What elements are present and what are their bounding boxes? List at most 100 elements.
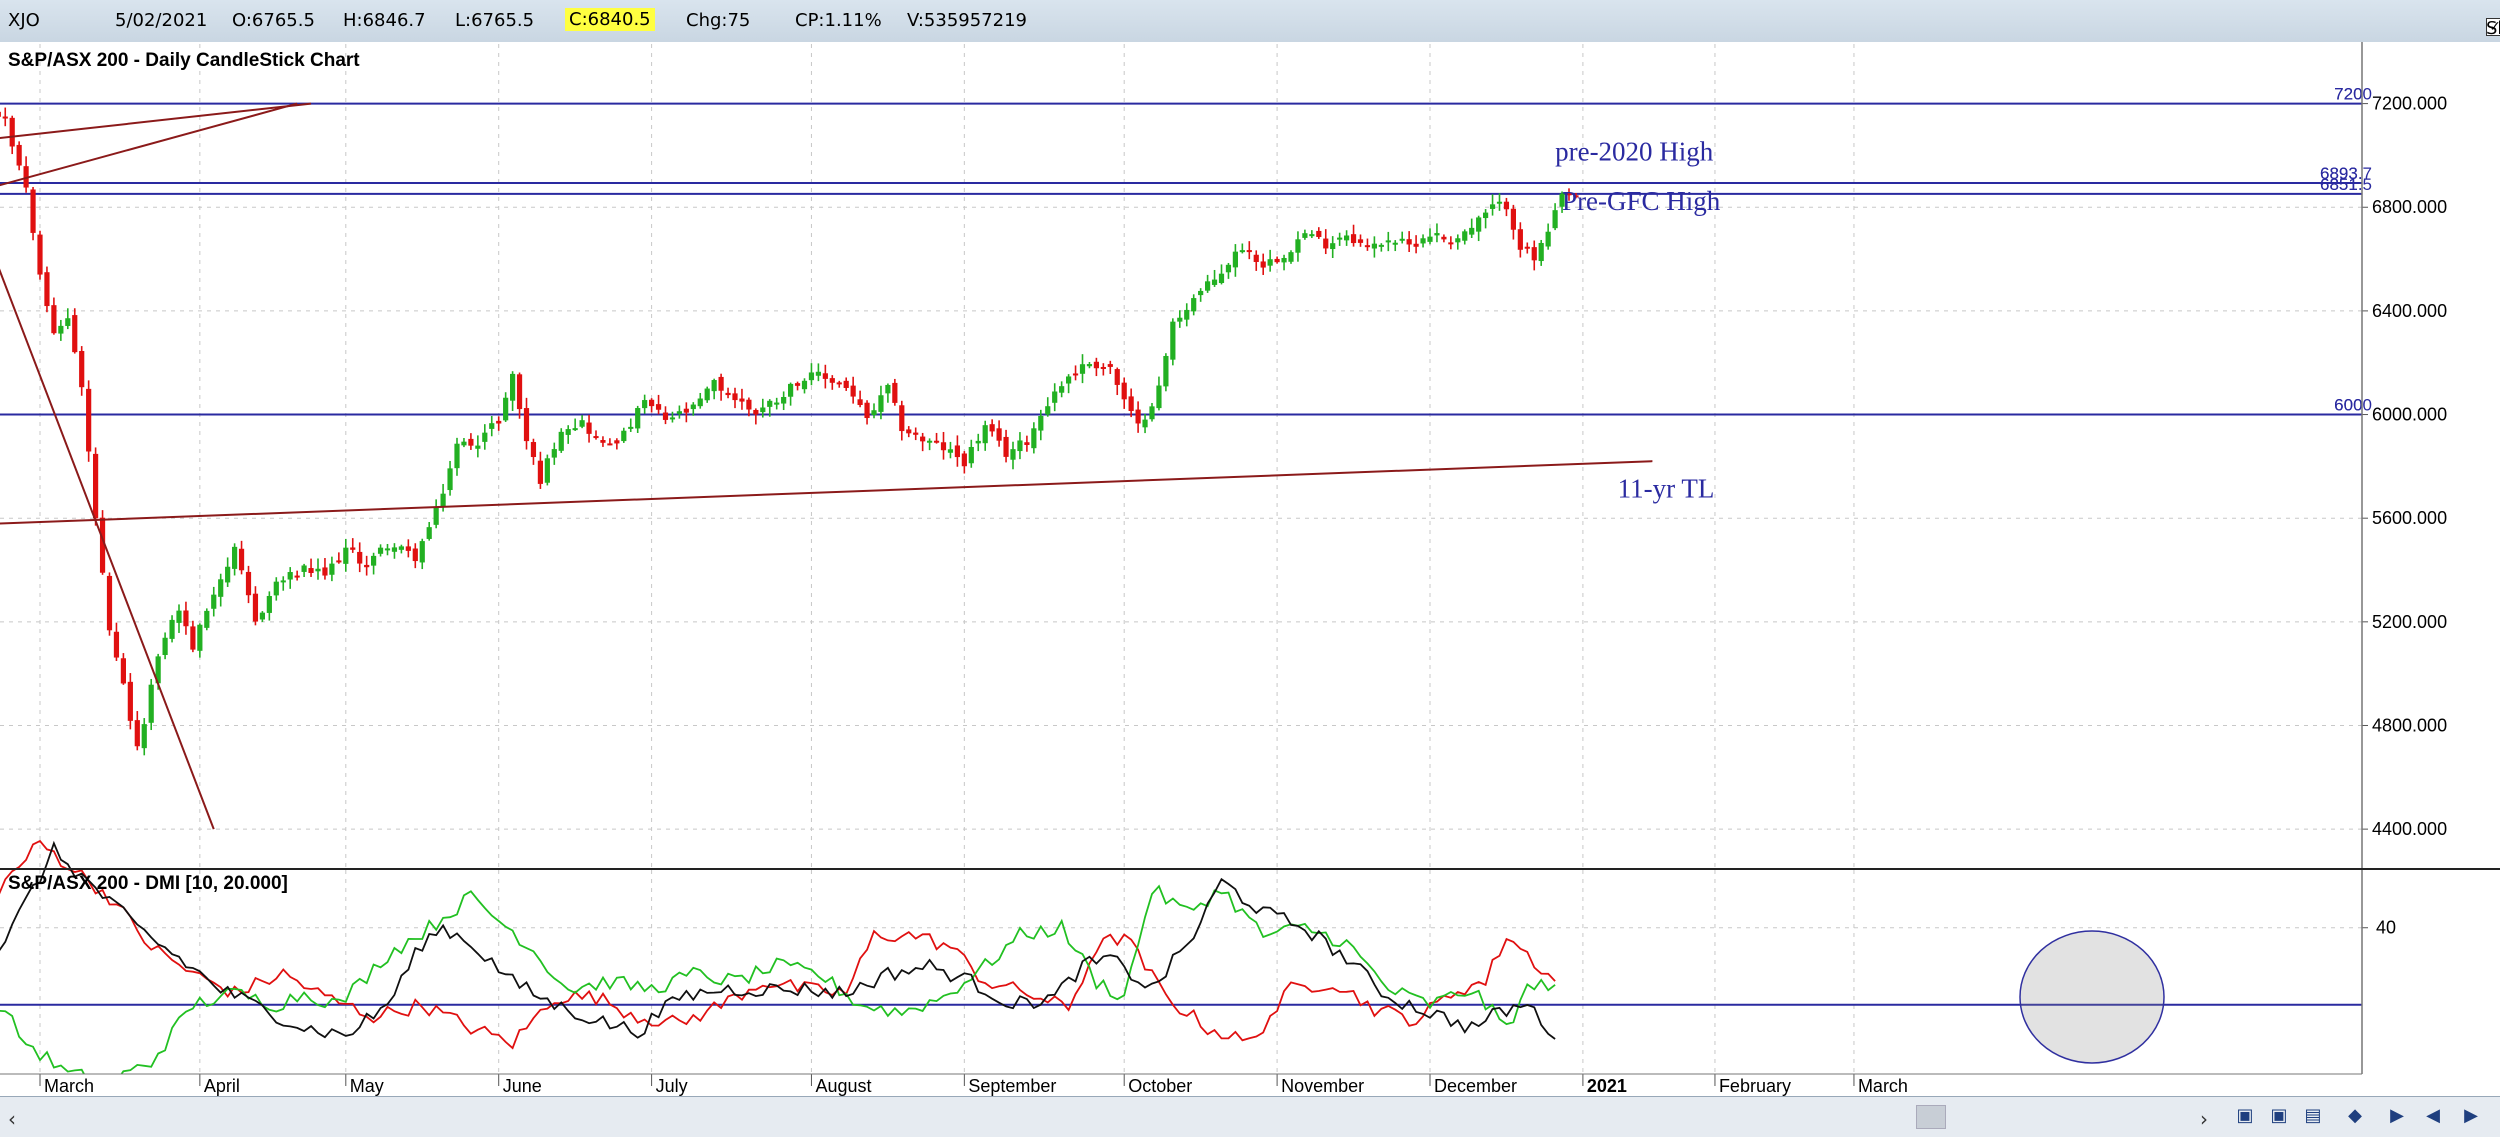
candle-body [1441, 236, 1447, 240]
candle-body [99, 517, 106, 573]
price-axis-label: 6400.000 [2372, 301, 2447, 321]
candle-body [1337, 237, 1343, 240]
candle-body [1191, 298, 1197, 312]
candle-body [1253, 254, 1259, 262]
candle-body [127, 681, 133, 721]
candle-body [391, 547, 398, 552]
scroll-bar[interactable]: ‹ › ▣ ▣ ▤ ◆ ▶ ◀ ▶ [0, 1096, 2500, 1137]
chart-background [0, 42, 2500, 1096]
candle-body [572, 428, 578, 431]
candle-body [148, 684, 154, 723]
candle-body [683, 408, 689, 413]
next-icon[interactable]: ▶ [2464, 1105, 2478, 1126]
candle-body [704, 388, 710, 401]
candle-body [1232, 251, 1238, 268]
chevron-left-icon[interactable]: ‹ [8, 1107, 16, 1131]
time-axis-label: September [968, 1076, 1056, 1096]
candle-body [781, 396, 787, 404]
candle-body [676, 411, 682, 414]
dmi-series-line [0, 884, 1556, 1084]
trend-lines[interactable] [0, 102, 1653, 830]
candle-body [850, 385, 856, 397]
highlight-circle [2019, 930, 2165, 1064]
candle-body [1066, 376, 1072, 384]
candle-body [252, 593, 259, 622]
candle-body [523, 408, 530, 442]
time-axis-label: November [1281, 1076, 1364, 1096]
candle-body [1385, 240, 1391, 243]
candle-body [1524, 246, 1530, 249]
candle-body [120, 658, 126, 684]
candle-body [1045, 406, 1051, 415]
time-axis-label: August [815, 1076, 871, 1096]
candle-body [1288, 252, 1294, 262]
candle-body [746, 399, 752, 410]
candle-body [1170, 321, 1176, 360]
candle-body [454, 443, 460, 469]
candle-body [301, 565, 307, 572]
candle-body [169, 619, 175, 639]
candle-body [1344, 235, 1350, 241]
candle-body [141, 724, 147, 749]
candle-body [1531, 247, 1537, 261]
candle-body [1350, 234, 1357, 244]
candle-body [1330, 243, 1336, 250]
candle-body [51, 305, 57, 334]
candle-body [211, 594, 217, 609]
candle-body [1260, 261, 1266, 268]
candle-body [266, 595, 272, 613]
candle-body [30, 189, 36, 233]
price-axis-label: 4800.000 [2372, 715, 2447, 735]
zoom-in-icon[interactable]: ▣ [2236, 1105, 2254, 1126]
candle-body [836, 382, 842, 385]
change-value: Chg:75 [686, 10, 751, 31]
time-axis: March April May June July August September Octo… [0, 1074, 2500, 1096]
candle-body [586, 422, 592, 434]
previous-icon[interactable]: ◀ [2426, 1105, 2440, 1126]
candle-body [1510, 208, 1516, 230]
scroll-thumb[interactable] [1916, 1105, 1946, 1129]
candle-body [1420, 238, 1426, 244]
zoom-out-icon[interactable]: ▣ [2270, 1105, 2288, 1126]
horizontal-line-label: 6851.5 [2320, 175, 2372, 194]
candle-body [510, 373, 516, 401]
candle-body [371, 555, 377, 566]
candle-body [65, 318, 71, 326]
candle-body [635, 408, 641, 429]
expand-icon[interactable]: ◆ [2348, 1105, 2362, 1126]
candle-body [1149, 406, 1155, 420]
show-last-checkbox[interactable]: ✓ [2486, 18, 2500, 36]
show-last-label: Show Last [2486, 18, 2500, 39]
candle-body [72, 315, 78, 353]
candle-body [183, 610, 189, 627]
candle-body [1559, 193, 1565, 207]
candle-body [37, 234, 43, 275]
candle-body [718, 376, 724, 391]
horizontal-line-label: 6893.7 [2320, 164, 2372, 183]
scroll-to-start-icon[interactable]: ▤ [2304, 1105, 2322, 1126]
candle-body [1142, 419, 1148, 428]
candle-body [106, 575, 113, 631]
trend-line [0, 268, 215, 830]
time-axis-label: July [656, 1076, 688, 1096]
price-axis-label: 5600.000 [2372, 508, 2447, 528]
candle-body [1010, 449, 1016, 460]
candle-body [1198, 290, 1204, 296]
dmi-series-line [0, 840, 1556, 1040]
candle-body [1128, 396, 1134, 412]
time-axis-background [0, 1074, 2500, 1096]
annotation-label: pre-2020 High [1555, 137, 1714, 167]
candle-body [1371, 243, 1377, 249]
candle-body [516, 374, 523, 410]
candle-body [1476, 217, 1482, 232]
jump-to-end-icon[interactable]: ▶ [2390, 1105, 2404, 1126]
candle-body [801, 380, 808, 390]
candle-body [1107, 364, 1113, 367]
candle-body [1538, 242, 1544, 262]
candle-body [975, 440, 981, 444]
candle-body [920, 436, 926, 442]
chevron-right-icon[interactable]: › [2200, 1107, 2208, 1131]
price-axis-label: 6800.000 [2372, 197, 2447, 217]
